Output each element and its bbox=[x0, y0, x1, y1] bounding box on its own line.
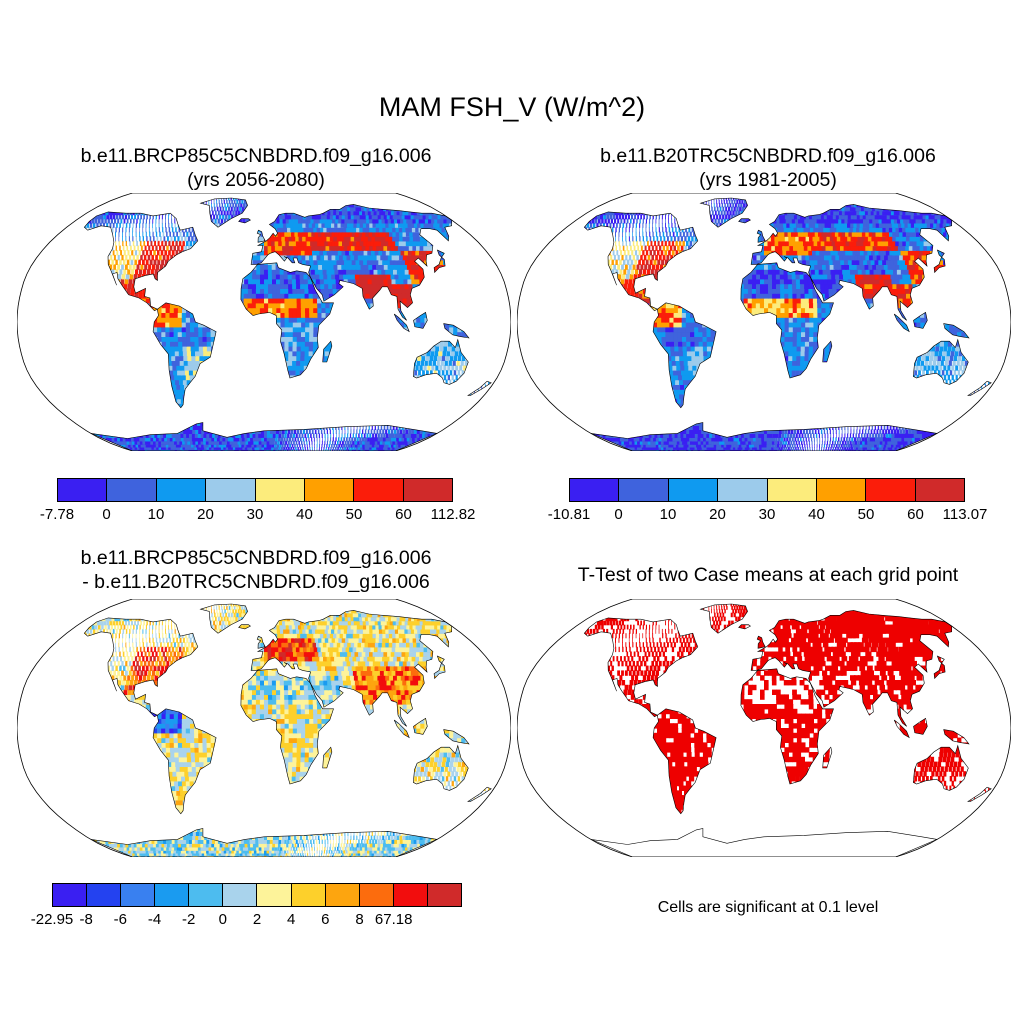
colorbar-swatch bbox=[325, 884, 360, 906]
colorbar-swatch bbox=[393, 884, 428, 906]
ocean bbox=[17, 193, 511, 451]
colorbar-tick-label: 0 bbox=[614, 506, 622, 523]
map-border bbox=[517, 193, 1011, 451]
colorbar-tick-label: 2 bbox=[253, 911, 261, 928]
colorbar-tick-label: -8 bbox=[79, 911, 92, 928]
colorbar-swatch bbox=[619, 479, 669, 501]
colorbar-tick-label: 60 bbox=[907, 506, 924, 523]
colorbar-tick-label: 20 bbox=[197, 506, 214, 523]
colorbar-tick-label: 30 bbox=[759, 506, 776, 523]
colorbar-tick-label: 40 bbox=[296, 506, 313, 523]
world-map-bottom-right bbox=[517, 599, 1011, 857]
panel-title-bottom-right: T-Test of two Case means at each grid po… bbox=[518, 563, 1018, 587]
panel-title-line1: b.e11.BRCP85C5CNBDRD.f09_g16.006 bbox=[6, 546, 506, 570]
ocean bbox=[17, 599, 511, 857]
colorbar-swatch bbox=[403, 479, 452, 501]
map-border bbox=[17, 193, 511, 451]
colorbar-tick-label: -2 bbox=[182, 911, 195, 928]
panel-title-top-left: b.e11.BRCP85C5CNBDRD.f09_g16.006 (yrs 20… bbox=[6, 144, 506, 192]
colorbar-tick-label: 4 bbox=[287, 911, 295, 928]
colorbar-tick-label: 20 bbox=[709, 506, 726, 523]
colorbar-swatch bbox=[816, 479, 867, 501]
coastlines bbox=[583, 197, 992, 451]
colorbar-swatch bbox=[668, 479, 719, 501]
colorbar-tick-label: 50 bbox=[858, 506, 875, 523]
colorbar-tick-label: 50 bbox=[346, 506, 363, 523]
colorbar-swatch bbox=[223, 884, 258, 906]
colorbar-tick-label: -22.95 bbox=[31, 911, 74, 928]
colorbar-tick-label: -4 bbox=[148, 911, 161, 928]
panel-title-line2: (yrs 2056-2080) bbox=[6, 168, 506, 192]
colorbar-tick-label: 10 bbox=[148, 506, 165, 523]
colorbar-tick-label: 40 bbox=[808, 506, 825, 523]
colorbar-swatch bbox=[359, 884, 394, 906]
coastlines bbox=[583, 603, 992, 857]
colorbar-swatch bbox=[427, 884, 461, 906]
ocean bbox=[517, 193, 1011, 451]
world-map-bottom-left bbox=[17, 599, 511, 857]
panel-title-line1: T-Test of two Case means at each grid po… bbox=[518, 563, 1018, 587]
map-border bbox=[517, 599, 1011, 857]
colorbar-swatch bbox=[58, 479, 108, 501]
colorbar-swatch bbox=[354, 479, 404, 501]
colorbar-swatch bbox=[53, 884, 88, 906]
colorbar-top-left bbox=[57, 478, 453, 502]
world-map-top-right bbox=[517, 193, 1011, 451]
colorbar-tick-label: 30 bbox=[247, 506, 264, 523]
panel-title-line1: b.e11.BRCP85C5CNBDRD.f09_g16.006 bbox=[6, 144, 506, 168]
panel-title-line2: - b.e11.B20TRC5CNBDRD.f09_g16.006 bbox=[6, 570, 506, 594]
colorbar-tick-label: 10 bbox=[660, 506, 677, 523]
colorbar-tick-label: 6 bbox=[321, 911, 329, 928]
colorbar-tick-label: 8 bbox=[355, 911, 363, 928]
significance-note: Cells are significant at 0.1 level bbox=[518, 899, 1018, 917]
ocean bbox=[517, 599, 1011, 857]
colorbar-tick-label: 113.07 bbox=[943, 506, 988, 523]
colorbar-swatch bbox=[570, 479, 620, 501]
panel-title-line2: (yrs 1981-2005) bbox=[518, 168, 1018, 192]
colorbar-swatch bbox=[718, 479, 768, 501]
colorbar-swatch bbox=[107, 479, 157, 501]
colorbar-swatch bbox=[189, 884, 224, 906]
colorbar-tick-label: 67.18 bbox=[375, 911, 413, 928]
map-border bbox=[17, 599, 511, 857]
colorbar-swatch bbox=[255, 479, 305, 501]
colorbar-tick-label: 0 bbox=[102, 506, 110, 523]
colorbar-tick-label: 60 bbox=[395, 506, 412, 523]
colorbar-swatch bbox=[121, 884, 156, 906]
colorbar-swatch bbox=[257, 884, 292, 906]
coastlines bbox=[83, 197, 492, 451]
colorbar-swatch bbox=[291, 884, 326, 906]
colorbar-swatch bbox=[767, 479, 817, 501]
figure-title: MAM FSH_V (W/m^2) bbox=[0, 92, 1024, 123]
colorbar-swatch bbox=[206, 479, 256, 501]
colorbar-tick-label: 112.82 bbox=[431, 506, 476, 523]
colorbar-tick-label: -6 bbox=[114, 911, 127, 928]
world-map-top-left bbox=[17, 193, 511, 451]
colorbar-tick-label: -10.81 bbox=[548, 506, 591, 523]
colorbar-top-right bbox=[569, 478, 965, 502]
panel-title-top-right: b.e11.B20TRC5CNBDRD.f09_g16.006 (yrs 198… bbox=[518, 144, 1018, 192]
colorbar-swatch bbox=[866, 479, 916, 501]
colorbar-swatch bbox=[156, 479, 207, 501]
panel-title-line1: b.e11.B20TRC5CNBDRD.f09_g16.006 bbox=[518, 144, 1018, 168]
colorbar-swatch bbox=[915, 479, 964, 501]
panel-title-bottom-left: b.e11.BRCP85C5CNBDRD.f09_g16.006 - b.e11… bbox=[6, 546, 506, 594]
colorbar-swatch bbox=[87, 884, 122, 906]
colorbar-swatch bbox=[304, 479, 355, 501]
colorbar-swatch bbox=[155, 884, 190, 906]
colorbar-bottom-left bbox=[52, 883, 462, 907]
colorbar-tick-label: -7.78 bbox=[40, 506, 74, 523]
colorbar-tick-label: 0 bbox=[219, 911, 227, 928]
coastlines bbox=[83, 603, 492, 857]
